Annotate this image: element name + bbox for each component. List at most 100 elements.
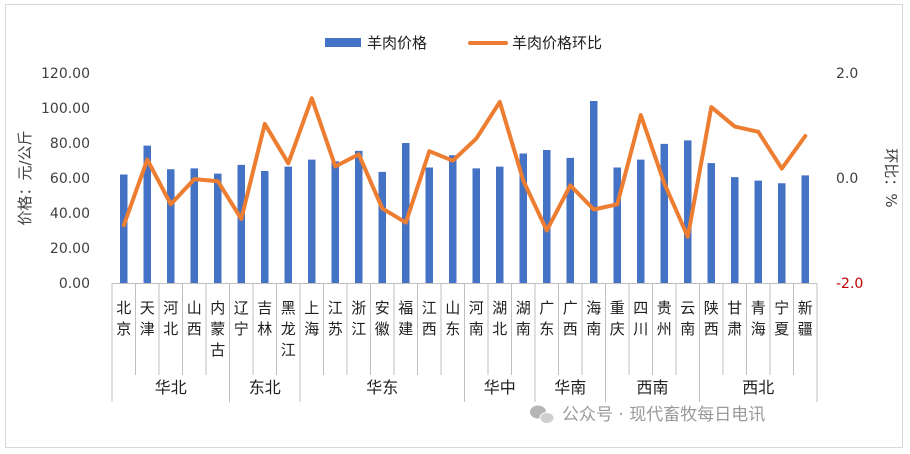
line-series-mom xyxy=(121,96,808,239)
left-axis-tick-label: 100.00 xyxy=(41,101,90,117)
category-label-char: 山 xyxy=(445,299,460,317)
bar xyxy=(590,101,598,283)
category-label-char: 州 xyxy=(657,320,672,338)
category-label-char: 津 xyxy=(140,320,155,338)
chart-legend: 羊肉价格 羊肉价格环比 xyxy=(325,34,602,52)
bar xyxy=(214,173,222,283)
bar xyxy=(308,159,316,283)
category-label-char: 宁 xyxy=(774,299,789,317)
bar xyxy=(425,167,433,283)
category-label-char: 贵 xyxy=(657,299,672,317)
category-label-char: 内 xyxy=(210,299,225,317)
category-label-char: 湖 xyxy=(516,299,531,317)
watermark: 公众号 · 现代畜牧每日电讯 xyxy=(530,405,765,425)
bar xyxy=(472,168,480,283)
right-axis: -2.0 0.0 2.0 环比：% xyxy=(836,66,900,292)
region-label: 华北 xyxy=(155,378,187,397)
category-label-char: 南 xyxy=(516,320,531,338)
category-label-char: 江 xyxy=(328,299,343,317)
region-label: 华中 xyxy=(484,378,516,397)
category-label-char: 川 xyxy=(633,320,648,338)
region-label: 华东 xyxy=(366,378,398,397)
category-label-char: 蒙 xyxy=(210,320,225,338)
bar xyxy=(707,163,715,283)
region-label: 西北 xyxy=(742,378,774,397)
category-label-char: 上 xyxy=(304,299,319,317)
category-label-char: 海 xyxy=(304,320,319,338)
category-label-char: 徽 xyxy=(375,320,390,338)
left-axis: 0.00 20.00 40.00 60.00 80.00 100.00 120.00 价格：元… xyxy=(16,66,90,292)
category-label-char: 海 xyxy=(586,299,601,317)
category-label-char: 宁 xyxy=(234,320,249,338)
category-label-char: 辽 xyxy=(234,299,249,317)
bar xyxy=(731,177,739,283)
region-label: 西南 xyxy=(636,378,668,397)
category-label-char: 安 xyxy=(375,299,390,317)
category-label-char: 北 xyxy=(492,320,507,338)
category-label-char: 江 xyxy=(281,341,296,359)
category-label-char: 河 xyxy=(163,299,178,317)
category-label-char: 东 xyxy=(539,320,554,338)
category-axis: 北京天津河北山西内蒙古辽宁吉林黑龙江上海江苏浙江安徽福建江西山东河南湖北湖南广东… xyxy=(111,283,818,402)
bar xyxy=(190,168,198,283)
category-label-char: 新 xyxy=(798,299,813,317)
bar xyxy=(778,183,786,283)
category-label-char: 四 xyxy=(633,299,648,317)
category-label-char: 西 xyxy=(704,320,719,338)
category-label-char: 京 xyxy=(116,320,131,338)
category-label-char: 江 xyxy=(422,299,437,317)
category-label-char: 福 xyxy=(398,299,413,317)
category-label-char: 西 xyxy=(187,320,202,338)
bar xyxy=(543,150,551,283)
bar xyxy=(754,180,762,283)
category-label-char: 湖 xyxy=(492,299,507,317)
category-label-char: 重 xyxy=(610,299,625,317)
bar xyxy=(355,150,363,283)
category-label-char: 天 xyxy=(140,299,155,317)
legend-label: 羊肉价格环比 xyxy=(512,34,602,52)
right-axis-tick-label: -2.0 xyxy=(836,276,863,292)
bar xyxy=(378,171,386,283)
bar xyxy=(331,161,339,283)
bar xyxy=(237,164,245,283)
category-label-char: 浙 xyxy=(351,299,366,317)
category-label-char: 青 xyxy=(751,299,766,317)
category-label-char: 河 xyxy=(469,299,484,317)
plot-area xyxy=(120,96,809,283)
bar xyxy=(449,155,457,283)
bar xyxy=(284,166,292,283)
left-axis-tick-label: 40.00 xyxy=(50,206,90,222)
category-label-char: 南 xyxy=(680,320,695,338)
bar xyxy=(637,159,645,283)
bar xyxy=(402,143,410,283)
category-label-char: 东 xyxy=(445,320,460,338)
left-axis-tick-label: 20.00 xyxy=(50,241,90,257)
category-label-char: 苏 xyxy=(328,320,343,338)
category-label-char: 庆 xyxy=(610,320,625,338)
category-label-char: 甘 xyxy=(727,299,742,317)
legend-swatch-bar xyxy=(325,38,361,47)
bar xyxy=(143,145,151,283)
bar xyxy=(120,174,128,283)
bar xyxy=(660,143,668,283)
category-label-char: 南 xyxy=(586,320,601,338)
category-label-char: 山 xyxy=(187,299,202,317)
left-axis-tick-label: 60.00 xyxy=(50,171,90,187)
watermark-text: 公众号 · 现代畜牧每日电讯 xyxy=(562,405,765,425)
category-label-char: 西 xyxy=(422,320,437,338)
bar xyxy=(261,171,269,283)
category-label-char: 夏 xyxy=(774,320,789,338)
right-axis-tick-label: 0.0 xyxy=(836,171,858,187)
bar xyxy=(167,169,175,283)
right-axis-tick-label: 2.0 xyxy=(836,66,858,82)
category-label-char: 古 xyxy=(210,341,225,359)
category-label-char: 北 xyxy=(163,320,178,338)
wechat-bubble-small xyxy=(539,412,555,424)
bar xyxy=(801,175,809,283)
region-label: 华南 xyxy=(554,378,586,397)
category-label-char: 疆 xyxy=(798,320,813,338)
category-label-char: 西 xyxy=(563,320,578,338)
legend-label: 羊肉价格 xyxy=(367,34,427,52)
category-label-char: 北 xyxy=(116,299,131,317)
